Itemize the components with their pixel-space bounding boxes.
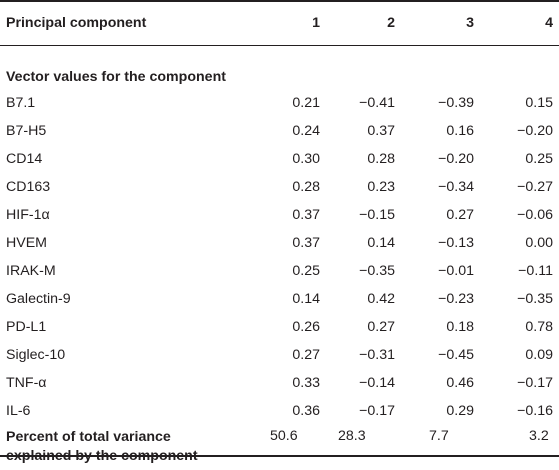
table-row: Siglec-10 0.27 −0.31 −0.45 0.09 — [0, 341, 559, 369]
cell-value: −0.14 — [359, 374, 395, 391]
table-row: B7.1 0.21 −0.41 −0.39 0.15 — [0, 89, 559, 117]
cell-value: −0.01 — [438, 262, 474, 279]
cell-value: 0.36 — [292, 402, 320, 419]
row-label: CD163 — [6, 178, 51, 195]
variance-value: 7.7 — [429, 428, 449, 444]
table-row: TNF-α 0.33 −0.14 0.46 −0.17 — [0, 369, 559, 397]
variance-label-line1: Percent of total variance — [6, 429, 171, 445]
cell-value: −0.35 — [517, 290, 553, 307]
cell-value: 0.14 — [292, 290, 320, 307]
row-label: HIF-1α — [6, 206, 50, 223]
row-label: HVEM — [6, 234, 47, 251]
cell-value: 0.33 — [292, 374, 320, 391]
cell-value: 0.29 — [446, 402, 474, 419]
cell-value: −0.20 — [438, 150, 474, 167]
cell-value: 0.16 — [446, 122, 474, 139]
table-row: HIF-1α 0.37 −0.15 0.27 −0.06 — [0, 201, 559, 229]
table-row: IRAK-M 0.25 −0.35 −0.01 −0.11 — [0, 257, 559, 285]
cell-value: 0.15 — [525, 94, 553, 111]
header-component-4: 4 — [545, 15, 553, 31]
cell-value: −0.23 — [438, 290, 474, 307]
cell-value: 0.37 — [367, 122, 395, 139]
cell-value: 0.42 — [367, 290, 395, 307]
row-label: TNF-α — [6, 374, 47, 391]
cell-value: −0.17 — [359, 402, 395, 419]
cell-value: 0.26 — [292, 318, 320, 335]
cell-value: 0.28 — [367, 150, 395, 167]
cell-value: −0.06 — [517, 206, 553, 223]
cell-value: −0.35 — [359, 262, 395, 279]
row-label: Galectin-9 — [6, 290, 71, 307]
cell-value: −0.20 — [517, 122, 553, 139]
row-label: B7.1 — [6, 94, 36, 111]
cell-value: 0.27 — [446, 206, 474, 223]
row-label: Siglec-10 — [6, 346, 66, 363]
cell-value: 0.28 — [292, 178, 320, 195]
cell-value: −0.45 — [438, 346, 474, 363]
row-label: CD14 — [6, 150, 43, 167]
header-component-1: 1 — [312, 15, 320, 31]
cell-value: 0.14 — [367, 234, 395, 251]
variance-label: Percent of total variance explained by th… — [0, 425, 262, 470]
table-row: PD-L1 0.26 0.27 0.18 0.78 — [0, 313, 559, 341]
variance-label-line2: explained by the component — [6, 448, 198, 464]
header-label: Principal component — [6, 15, 147, 31]
bottom-rule — [0, 455, 559, 457]
row-label: PD-L1 — [6, 318, 47, 335]
cell-value: −0.17 — [517, 374, 553, 391]
cell-value: −0.39 — [438, 94, 474, 111]
table-row: B7-H5 0.24 0.37 0.16 −0.20 — [0, 117, 559, 145]
cell-value: 0.46 — [446, 374, 474, 391]
row-label: IL-6 — [6, 402, 31, 419]
table-row: Galectin-9 0.14 0.42 −0.23 −0.35 — [0, 285, 559, 313]
cell-value: 0.25 — [292, 262, 320, 279]
cell-value: 0.37 — [292, 206, 320, 223]
cell-value: −0.34 — [438, 178, 474, 195]
header-component-2: 2 — [387, 15, 395, 31]
table-row: CD14 0.30 0.28 −0.20 0.25 — [0, 145, 559, 173]
table-row: HVEM 0.37 0.14 −0.13 0.00 — [0, 229, 559, 257]
cell-value: −0.15 — [359, 206, 395, 223]
cell-value: −0.41 — [359, 94, 395, 111]
cell-value: 0.30 — [292, 150, 320, 167]
table-row: IL-6 0.36 −0.17 0.29 −0.16 — [0, 397, 559, 425]
cell-value: 0.24 — [292, 122, 320, 139]
section-row: Vector values for the component — [0, 46, 559, 89]
row-label: IRAK-M — [6, 262, 56, 279]
cell-value: 0.25 — [525, 150, 553, 167]
variance-row: Percent of total variance explained by th… — [0, 425, 559, 470]
cell-value: 0.21 — [292, 94, 320, 111]
table-row: CD163 0.28 0.23 −0.34 −0.27 — [0, 173, 559, 201]
header-row: Principal component 1 2 3 4 — [0, 0, 559, 46]
cell-value: 0.18 — [446, 318, 474, 335]
cell-value: −0.31 — [359, 346, 395, 363]
variance-value: 28.3 — [338, 428, 366, 444]
section-label: Vector values for the component — [6, 69, 226, 85]
top-rule — [0, 0, 559, 2]
cell-value: 0.23 — [367, 178, 395, 195]
header-rule — [0, 45, 559, 46]
cell-value: 0.78 — [525, 318, 553, 335]
cell-value: −0.11 — [518, 262, 553, 279]
header-component-3: 3 — [466, 15, 474, 31]
cell-value: −0.16 — [517, 402, 553, 419]
cell-value: 0.37 — [292, 234, 320, 251]
variance-value: 50.6 — [270, 428, 298, 444]
cell-value: 0.27 — [292, 346, 320, 363]
cell-value: −0.13 — [438, 234, 474, 251]
cell-value: −0.27 — [517, 178, 553, 195]
variance-value: 3.2 — [529, 428, 549, 444]
cell-value: 0.09 — [525, 346, 553, 363]
cell-value: 0.00 — [525, 234, 553, 251]
row-label: B7-H5 — [6, 122, 47, 139]
cell-value: 0.27 — [367, 318, 395, 335]
